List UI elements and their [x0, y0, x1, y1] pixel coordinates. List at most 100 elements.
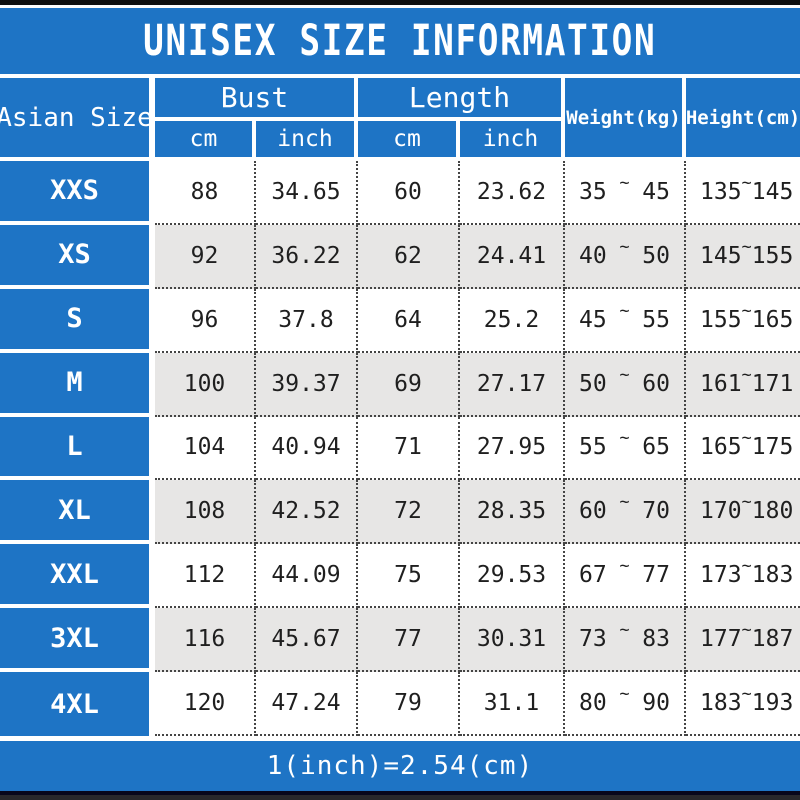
bust-cm-value: 88 [155, 161, 256, 225]
top-border-bar [0, 0, 800, 5]
header-asian-size: Asian Size [0, 78, 155, 161]
weight-min-value: 35 [579, 178, 607, 205]
length-cm-value: 75 [358, 544, 460, 609]
size-label: XXL [0, 544, 155, 609]
height-max-value: 155 [751, 242, 794, 269]
size-label: M [0, 352, 155, 417]
height-max-value: 145 [751, 178, 794, 205]
tilde-separator: ~ [619, 556, 630, 577]
tilde-separator: ~ [741, 620, 752, 641]
height-max-value: 180 [751, 498, 794, 525]
length-inch-value: 25.2 [460, 288, 565, 353]
tilde-separator: ~ [741, 172, 752, 193]
height-range-cell: 161 ~ 171 [686, 352, 800, 417]
size-label: S [0, 288, 155, 353]
length-cm-value: 60 [358, 161, 460, 225]
tilde-separator: ~ [619, 428, 630, 449]
weight-max-value: 65 [642, 434, 670, 461]
height-range-cell: 135 ~ 145 [686, 161, 800, 225]
bust-cm-value: 112 [155, 544, 256, 609]
bust-inch-value: 40.94 [256, 416, 358, 481]
weight-range-cell: 67 ~ 77 [565, 544, 686, 609]
length-inch-value: 28.35 [460, 480, 565, 545]
header-length-group: Length [358, 78, 565, 121]
height-min-value: 135 [700, 178, 742, 205]
length-cm-value: 64 [358, 288, 460, 353]
bust-cm-value: 120 [155, 672, 256, 736]
weight-range-cell: 55 ~ 65 [565, 416, 686, 481]
weight-range-cell: 40 ~ 50 [565, 224, 686, 289]
length-cm-value: 62 [358, 224, 460, 289]
size-label: XL [0, 480, 155, 545]
bust-inch-value: 47.24 [256, 672, 358, 736]
bottom-border-bar [0, 791, 800, 795]
height-min-value: 155 [700, 306, 742, 333]
bust-inch-value: 39.37 [256, 352, 358, 417]
tilde-separator: ~ [741, 684, 752, 705]
length-cm-value: 71 [358, 416, 460, 481]
weight-range-cell: 80 ~ 90 [565, 672, 686, 736]
length-inch-value: 23.62 [460, 161, 565, 225]
tilde-separator: ~ [741, 428, 752, 449]
tilde-separator: ~ [619, 172, 630, 193]
height-min-value: 173 [700, 562, 742, 589]
bust-cm-value: 104 [155, 416, 256, 481]
bottom-shadow-bar [0, 795, 800, 800]
weight-max-value: 83 [642, 626, 670, 653]
height-max-value: 187 [751, 626, 794, 653]
conversion-note: 1(inch)=2.54(cm) [266, 751, 534, 781]
tilde-separator: ~ [619, 492, 630, 513]
length-inch-value: 24.41 [460, 224, 565, 289]
table-header: Asian Size Bust Length cm inch cm inch W… [0, 78, 800, 161]
height-min-value: 170 [700, 498, 742, 525]
height-min-value: 165 [700, 434, 742, 461]
weight-range-cell: 73 ~ 83 [565, 608, 686, 673]
weight-max-value: 70 [642, 498, 670, 525]
tilde-separator: ~ [741, 364, 752, 385]
bust-inch-value: 42.52 [256, 480, 358, 545]
weight-range-cell: 35 ~ 45 [565, 161, 686, 225]
bust-cm-value: 116 [155, 608, 256, 673]
height-range-cell: 165 ~ 175 [686, 416, 800, 481]
height-range-cell: 183 ~ 193 [686, 672, 800, 736]
weight-max-value: 90 [642, 690, 670, 717]
bust-inch-value: 44.09 [256, 544, 358, 609]
weight-min-value: 73 [579, 626, 607, 653]
bust-inch-value: 37.8 [256, 288, 358, 353]
weight-min-value: 55 [579, 434, 607, 461]
height-range-cell: 170 ~ 180 [686, 480, 800, 545]
weight-max-value: 50 [642, 242, 670, 269]
length-cm-value: 72 [358, 480, 460, 545]
tilde-separator: ~ [741, 492, 752, 513]
length-inch-value: 31.1 [460, 672, 565, 736]
height-range-cell: 155 ~ 165 [686, 288, 800, 353]
size-label: 3XL [0, 608, 155, 673]
bust-inch-value: 34.65 [256, 161, 358, 225]
header-length-inch-unit: inch [460, 121, 565, 161]
length-cm-value: 79 [358, 672, 460, 736]
tilde-separator: ~ [741, 300, 752, 321]
weight-max-value: 60 [642, 370, 670, 397]
height-range-cell: 177 ~ 187 [686, 608, 800, 673]
tilde-separator: ~ [619, 364, 630, 385]
bust-inch-value: 36.22 [256, 224, 358, 289]
height-range-cell: 145 ~ 155 [686, 224, 800, 289]
height-max-value: 165 [751, 306, 794, 333]
tilde-separator: ~ [741, 236, 752, 257]
length-inch-value: 29.53 [460, 544, 565, 609]
weight-min-value: 60 [579, 498, 607, 525]
weight-max-value: 55 [642, 306, 670, 333]
bust-inch-value: 45.67 [256, 608, 358, 673]
weight-max-value: 45 [642, 178, 670, 205]
table-body: XXS 88 34.65 60 23.62 35 ~ 45 135 ~ 145 … [0, 161, 800, 736]
tilde-separator: ~ [741, 556, 752, 577]
height-min-value: 161 [700, 370, 742, 397]
header-bust-cm-unit: cm [155, 121, 256, 161]
header-weight: Weight(kg) [565, 78, 686, 161]
height-max-value: 193 [751, 690, 794, 717]
conversion-note-band: 1(inch)=2.54(cm) [0, 741, 800, 791]
weight-min-value: 67 [579, 562, 607, 589]
tilde-separator: ~ [619, 620, 630, 641]
tilde-separator: ~ [619, 300, 630, 321]
